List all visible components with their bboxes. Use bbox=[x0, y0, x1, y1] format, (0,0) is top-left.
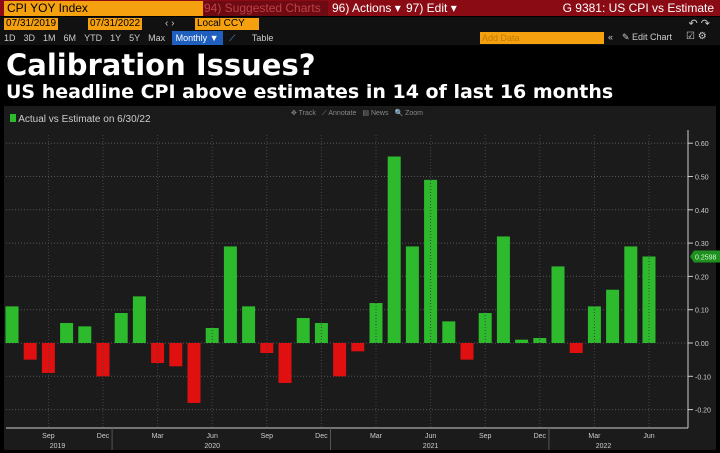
x-tick-label: Sep bbox=[479, 433, 492, 440]
edit-chart-button[interactable]: ✎ Edit Chart bbox=[622, 32, 673, 42]
bar-nov-2020[interactable] bbox=[296, 318, 310, 343]
bar-feb-2020[interactable] bbox=[132, 296, 146, 343]
frequency-select[interactable]: Monthly ▼ bbox=[171, 31, 223, 45]
y-tick-label: 0.60 bbox=[695, 141, 709, 148]
bar-jan-2021[interactable] bbox=[333, 343, 347, 377]
period-max[interactable]: Max bbox=[148, 33, 166, 43]
year-label: 2021 bbox=[423, 443, 439, 450]
last-value-badge bbox=[690, 250, 720, 263]
edit-menu[interactable]: 97) Edit ▾ bbox=[406, 1, 457, 15]
y-tick-label: 0.00 bbox=[695, 341, 709, 348]
year-label: 2020 bbox=[204, 443, 220, 450]
headline: Calibration Issues? bbox=[6, 48, 316, 82]
date-row bbox=[0, 17, 720, 31]
x-tick-label: Mar bbox=[370, 433, 383, 440]
bar-jul-2021[interactable] bbox=[442, 321, 456, 343]
y-tick-label: -0.10 bbox=[695, 374, 711, 381]
currency-select[interactable]: Local CCY bbox=[195, 18, 259, 30]
collapse-icon[interactable]: « bbox=[608, 32, 614, 42]
x-tick-label: Dec bbox=[315, 433, 328, 440]
undo-icon[interactable]: ↶ ↷ bbox=[688, 18, 711, 30]
bar-may-2021[interactable] bbox=[405, 246, 419, 343]
end-date-input[interactable]: 07/31/2022 bbox=[88, 18, 143, 30]
x-tick-label: Sep bbox=[42, 433, 55, 440]
bar-nov-2021[interactable] bbox=[515, 339, 529, 343]
x-tick-label: Sep bbox=[261, 433, 274, 440]
bar-mar-2021[interactable] bbox=[369, 303, 383, 343]
y-tick-label: -0.20 bbox=[695, 408, 711, 415]
y-tick-label: 0.50 bbox=[695, 175, 709, 182]
actions-menu[interactable]: 96) Actions ▾ bbox=[332, 1, 401, 15]
period-1d[interactable]: 1D bbox=[4, 33, 16, 43]
window-title: G 9381: US CPI vs Estimate bbox=[562, 1, 714, 15]
bar-nov-2019[interactable] bbox=[78, 326, 92, 343]
period-1y[interactable]: 1Y bbox=[110, 33, 122, 43]
start-date-input[interactable]: 07/31/2019 bbox=[4, 18, 59, 30]
x-tick-label: Dec bbox=[534, 433, 547, 440]
legend-swatch bbox=[10, 114, 16, 122]
bar-jul-2019[interactable] bbox=[5, 306, 19, 343]
period-1m[interactable]: 1M bbox=[43, 33, 56, 43]
bar-mar-2020[interactable] bbox=[151, 343, 165, 363]
table-button[interactable]: Table bbox=[251, 33, 274, 43]
period-3d[interactable]: 3D bbox=[23, 33, 36, 43]
suggested-charts-button[interactable]: 94) Suggested Charts bbox=[204, 1, 328, 16]
bar-jun-2022[interactable] bbox=[642, 256, 656, 343]
settings-icon[interactable]: ☑ ⚙ bbox=[686, 31, 707, 42]
subheadline: US headline CPI above estimates in 14 of… bbox=[6, 81, 614, 103]
plot-background bbox=[4, 106, 716, 450]
tool-3[interactable]: 🔍 Zoom bbox=[394, 110, 424, 117]
tool-2[interactable]: ▤ News bbox=[362, 110, 389, 117]
chart-toolbar: ✥ Track ⟋ Annotate ▤ News 🔍 Zoom bbox=[282, 108, 432, 119]
year-label: 2019 bbox=[50, 443, 66, 450]
bar-aug-2021[interactable] bbox=[460, 343, 474, 360]
bar-feb-2022[interactable] bbox=[569, 343, 583, 353]
bar-aug-2019[interactable] bbox=[23, 343, 37, 360]
bar-may-2020[interactable] bbox=[187, 343, 201, 403]
bar-aug-2020[interactable] bbox=[242, 306, 256, 343]
prev-next-arrows[interactable]: ‹ › bbox=[165, 18, 175, 29]
bar-jul-2020[interactable] bbox=[223, 246, 237, 343]
security-field[interactable]: CPI YOY Index bbox=[4, 1, 203, 16]
tool-1[interactable]: ⟋ Annotate bbox=[321, 110, 357, 117]
bar-oct-2020[interactable] bbox=[278, 343, 292, 383]
period-6m[interactable]: 6M bbox=[63, 33, 77, 43]
bar-dec-2021[interactable] bbox=[533, 338, 547, 343]
x-tick-label: Mar bbox=[588, 433, 601, 440]
x-tick-label: Mar bbox=[152, 433, 165, 440]
bar-jan-2022[interactable] bbox=[551, 266, 565, 343]
bar-jan-2020[interactable] bbox=[114, 313, 128, 343]
legend: Actual vs Estimate on 6/30/22 bbox=[10, 114, 151, 125]
bar-jun-2020[interactable] bbox=[205, 328, 219, 343]
tool-0[interactable]: ✥ Track bbox=[290, 110, 316, 117]
bar-apr-2021[interactable] bbox=[387, 156, 401, 343]
last-value-label: 0.2598 bbox=[695, 254, 717, 261]
bar-feb-2021[interactable] bbox=[351, 343, 365, 352]
y-tick-label: 0.30 bbox=[695, 241, 709, 248]
add-data-input[interactable]: Add Data bbox=[480, 32, 604, 44]
line-chart-icon[interactable]: ⟋ bbox=[229, 33, 236, 43]
bar-sep-2020[interactable] bbox=[260, 343, 274, 353]
x-tick-label: Jun bbox=[425, 433, 436, 440]
y-tick-label: 0.10 bbox=[695, 308, 709, 315]
bar-oct-2019[interactable] bbox=[60, 323, 74, 343]
bar-dec-2019[interactable] bbox=[96, 343, 110, 377]
y-tick-label: 0.40 bbox=[695, 208, 709, 215]
period-ytd[interactable]: YTD bbox=[84, 33, 103, 43]
bar-apr-2020[interactable] bbox=[169, 343, 183, 367]
y-tick-label: 0.20 bbox=[695, 274, 709, 281]
bar-may-2022[interactable] bbox=[624, 246, 638, 343]
x-tick-label: Jun bbox=[207, 433, 218, 440]
bar-oct-2021[interactable] bbox=[496, 236, 510, 343]
bar-apr-2022[interactable] bbox=[606, 289, 620, 343]
period-5y[interactable]: 5Y bbox=[129, 33, 141, 43]
legend-label: Actual vs Estimate on 6/30/22 bbox=[18, 114, 151, 125]
year-label: 2022 bbox=[596, 443, 612, 450]
x-tick-label: Jun bbox=[643, 433, 654, 440]
bar-sep-2021[interactable] bbox=[478, 313, 492, 343]
x-tick-label: Dec bbox=[97, 433, 110, 440]
